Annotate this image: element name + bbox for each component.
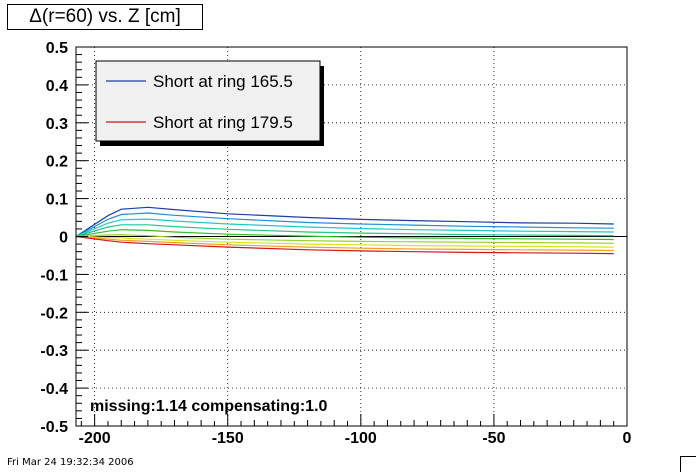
y-tick-label: -0.4: [40, 381, 68, 398]
legend-box: [95, 60, 321, 142]
series-line: [75, 233, 614, 244]
y-tick-label: 0.5: [46, 40, 68, 57]
y-tick-label: 0.3: [46, 116, 68, 133]
x-tick-label: -100: [345, 430, 377, 447]
series-line: [75, 235, 614, 255]
x-tick-label: -150: [212, 430, 244, 447]
annotation: missing:1.14 compensating:1.0: [90, 398, 328, 415]
series-lines: [75, 206, 614, 255]
legend-label: Short at ring 179.5: [153, 113, 293, 132]
y-tick-label: -0.5: [40, 419, 68, 436]
x-tick-label: -50: [482, 430, 505, 447]
timestamp-footer: Fri Mar 24 19:32:34 2006: [7, 457, 134, 468]
series-line: [75, 212, 614, 238]
y-tick-label: -0.3: [40, 343, 68, 360]
y-tick-label: 0: [59, 230, 68, 247]
x-tick-label: -200: [79, 430, 111, 447]
y-tick-label: 0.1: [46, 192, 68, 209]
x-tick-label: 0: [623, 430, 632, 447]
y-tick-label: 0.2: [46, 154, 68, 171]
y-tick-label: 0.4: [46, 78, 68, 95]
series-line: [75, 218, 614, 238]
corner-marker: [680, 456, 696, 472]
chart-title: Δ(r=60) vs. Z [cm]: [7, 4, 203, 30]
series-line: [75, 224, 614, 238]
y-tick-label: -0.2: [40, 305, 68, 322]
legend: Short at ring 165.5 Short at ring 179.5: [95, 60, 324, 146]
y-tick-label: -0.1: [40, 267, 68, 284]
series-line: [75, 229, 614, 241]
legend-label: Short at ring 165.5: [153, 72, 293, 91]
series-line: [75, 206, 614, 238]
series-line: [75, 235, 614, 252]
axes: -0.5 -0.4 -0.3 -0.2 -0.1 0 0.1 0.2 0.3 0.4 0.5 -200…: [40, 40, 631, 447]
series-line: [75, 235, 614, 248]
